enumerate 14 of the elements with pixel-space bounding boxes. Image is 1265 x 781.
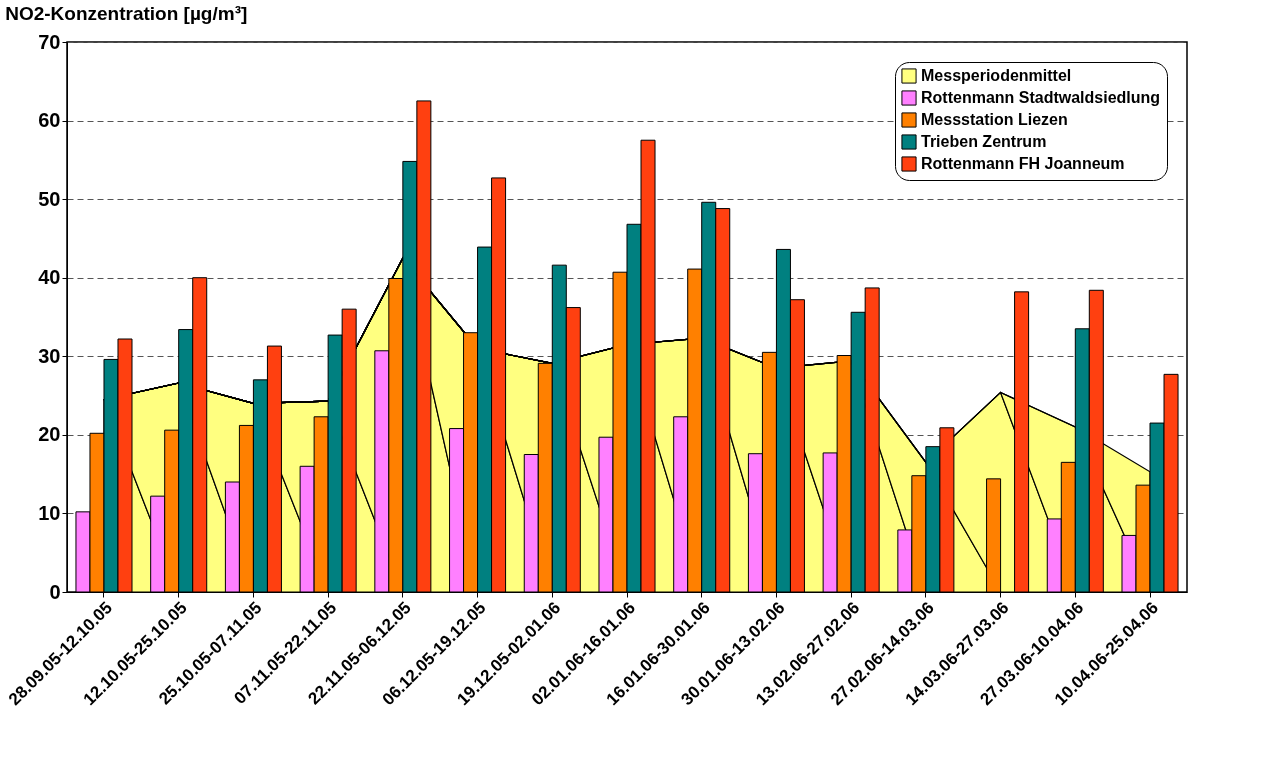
legend-label: Rottenmann Stadtwaldsiedlung (921, 89, 1161, 106)
legend-label: Rottenmann FH Joanneum (921, 155, 1125, 172)
y-tick-label: 20 (38, 423, 61, 446)
chart-title: NO2-Konzentration [µg/m³] (5, 3, 248, 24)
legend-label: Messperiodenmittel (921, 67, 1072, 84)
legend-label: Messstation Liezen (921, 111, 1068, 128)
y-tick-label: 10 (38, 501, 61, 524)
legend-label: Trieben Zentrum (921, 133, 1047, 150)
y-tick-label: 70 (38, 30, 61, 53)
y-tick-label: 30 (38, 344, 61, 367)
y-tick-label: 60 (38, 109, 61, 132)
y-tick-label: 0 (49, 580, 61, 603)
y-tick-label: 40 (38, 266, 61, 289)
y-tick-label: 50 (38, 187, 61, 210)
